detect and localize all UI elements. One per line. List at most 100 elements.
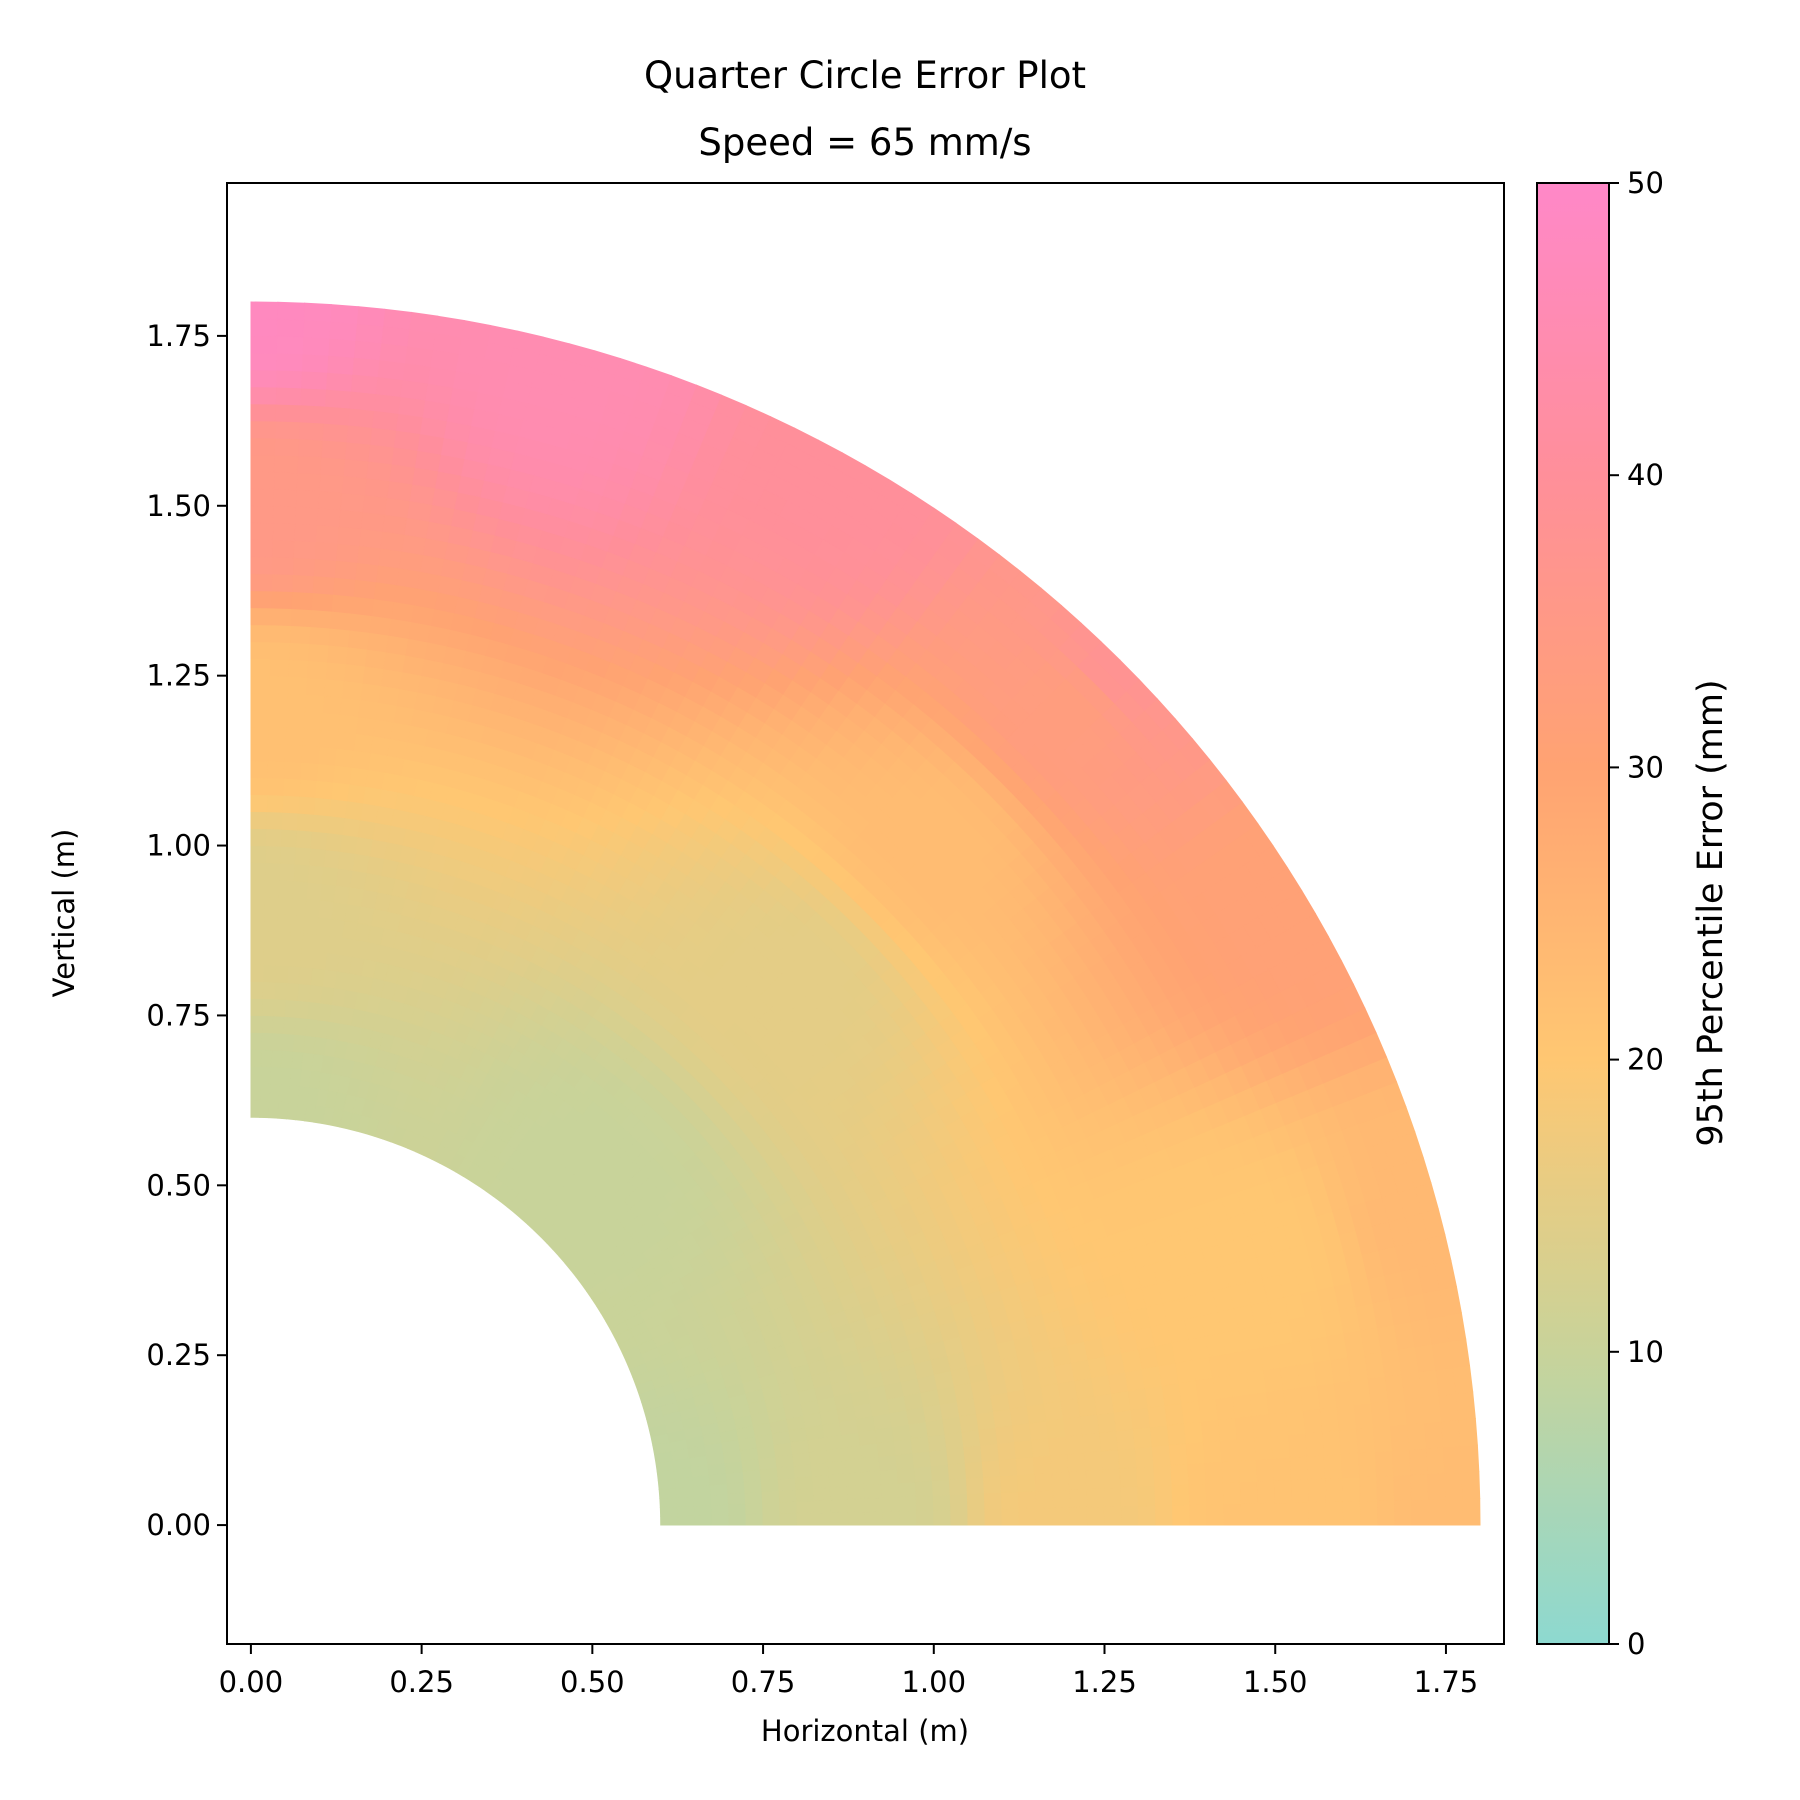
heatmap-cell <box>250 743 269 762</box>
plot-frame <box>226 182 1505 1645</box>
heatmap-cell <box>250 539 273 558</box>
heatmap-cell <box>1096 1411 1117 1434</box>
heatmap-cell <box>250 352 278 371</box>
heatmap-cell <box>264 879 280 898</box>
heatmap-cell <box>1323 1453 1343 1479</box>
heatmap-cell <box>1319 1406 1340 1433</box>
heatmap-cell <box>779 1512 798 1526</box>
heatmap-cell <box>292 540 317 560</box>
heatmap-cell <box>287 1084 300 1104</box>
heatmap-cell <box>276 335 304 355</box>
heatmap-cell <box>1438 1393 1459 1422</box>
heatmap-cell <box>1181 1400 1202 1424</box>
heatmap-cell <box>743 1480 763 1494</box>
heatmap-cell <box>250 556 273 575</box>
heatmap-cell <box>309 967 325 987</box>
heatmap-cell <box>1455 1391 1476 1421</box>
heatmap-cell <box>348 390 376 411</box>
heatmap-cell <box>250 624 272 643</box>
heatmap-cell <box>864 1497 883 1513</box>
heatmap-cell <box>912 1450 932 1468</box>
heatmap-cell <box>810 1461 830 1477</box>
colorbar-ticks: 0 10 20 30 40 50 <box>1609 166 1664 1661</box>
heatmap-cell <box>324 661 347 682</box>
heatmap-cell <box>727 1492 746 1505</box>
heatmap-cell <box>298 778 317 798</box>
heatmap-cell <box>859 1442 880 1459</box>
heatmap-cell <box>1229 1372 1250 1397</box>
heatmap-cell <box>359 682 382 703</box>
heatmap-cell <box>983 1475 1002 1494</box>
heatmap-cell <box>1236 1437 1257 1462</box>
heatmap-cell <box>694 1514 713 1526</box>
heatmap-cell <box>341 817 361 838</box>
heatmap-cell <box>355 716 377 737</box>
heatmap-cell <box>1274 1502 1293 1526</box>
heatmap-cell <box>1445 1498 1464 1526</box>
colorbar-label: 95th Percentile Error (mm) <box>1691 679 1731 1146</box>
heatmap-cell <box>761 1490 781 1504</box>
heatmap-cell <box>1062 1415 1083 1437</box>
heatmap-cell <box>1266 1389 1287 1415</box>
heatmap-cell <box>294 506 319 526</box>
heatmap-cell <box>1257 1502 1276 1526</box>
heatmap-cell <box>1023 1385 1045 1407</box>
heatmap-cell <box>946 1446 966 1465</box>
heatmap-cell <box>876 1440 897 1458</box>
heatmap-cell <box>321 866 339 886</box>
heatmap-cell <box>847 1497 866 1513</box>
heatmap-cell <box>260 1032 273 1051</box>
heatmap-cell <box>895 1452 915 1470</box>
heatmap-cell <box>250 726 269 745</box>
heatmap-cell <box>301 932 317 952</box>
heatmap-cell <box>944 1431 965 1450</box>
heatmap-cell <box>1342 1476 1361 1502</box>
heatmap-cell <box>306 1001 321 1021</box>
heatmap-cell <box>324 388 352 409</box>
heatmap-cell <box>1389 1423 1410 1452</box>
heatmap-cell <box>348 612 372 633</box>
heatmap-cell <box>323 405 350 426</box>
heatmap-cell <box>314 541 338 561</box>
heatmap-cell <box>1168 1443 1189 1466</box>
heatmap-cell <box>1195 1377 1217 1402</box>
heatmap-cell <box>1376 1475 1395 1502</box>
heatmap-cell <box>287 948 302 968</box>
heatmap-cell <box>931 1479 951 1496</box>
heatmap-cell <box>382 308 412 330</box>
heatmap-cell <box>260 1066 272 1085</box>
heatmap-cell <box>282 777 301 797</box>
heatmap-cell <box>311 575 335 595</box>
heatmap-cell <box>377 547 402 569</box>
colorbar-tick-label: 50 <box>1627 166 1664 200</box>
heatmap-cell <box>350 595 374 617</box>
heatmap-cell <box>1357 1451 1378 1478</box>
heatmap-cell <box>376 359 406 381</box>
heatmap-cell <box>374 376 403 398</box>
heatmap-cell <box>298 404 326 424</box>
heatmap-cell <box>846 1484 866 1500</box>
heatmap-cell <box>1035 1489 1054 1509</box>
heatmap-cell <box>273 454 299 474</box>
heatmap-cell <box>250 437 276 456</box>
heatmap-cell <box>370 598 395 619</box>
heatmap-cell <box>1043 1400 1064 1422</box>
heatmap-cell <box>250 845 267 864</box>
heatmap-cell <box>1204 1461 1224 1484</box>
heatmap-cell <box>1086 1506 1105 1526</box>
heatmap-cell <box>709 1483 729 1496</box>
heatmap-cell <box>375 564 400 586</box>
heatmap-cell <box>1048 1435 1068 1456</box>
heatmap-cell <box>1134 1446 1155 1468</box>
heatmap-cell <box>332 884 351 905</box>
heatmap-cell <box>250 658 271 677</box>
heatmap-cell <box>267 726 287 745</box>
heatmap-cell <box>844 1458 864 1474</box>
heatmap-cell <box>310 592 334 612</box>
heatmap-cell <box>1308 1501 1327 1526</box>
heatmap-cell <box>298 966 313 986</box>
heatmap-cell <box>828 1472 848 1488</box>
heatmap-cell <box>330 781 350 802</box>
heatmap-cell <box>276 301 305 321</box>
heatmap-cell <box>272 488 297 508</box>
